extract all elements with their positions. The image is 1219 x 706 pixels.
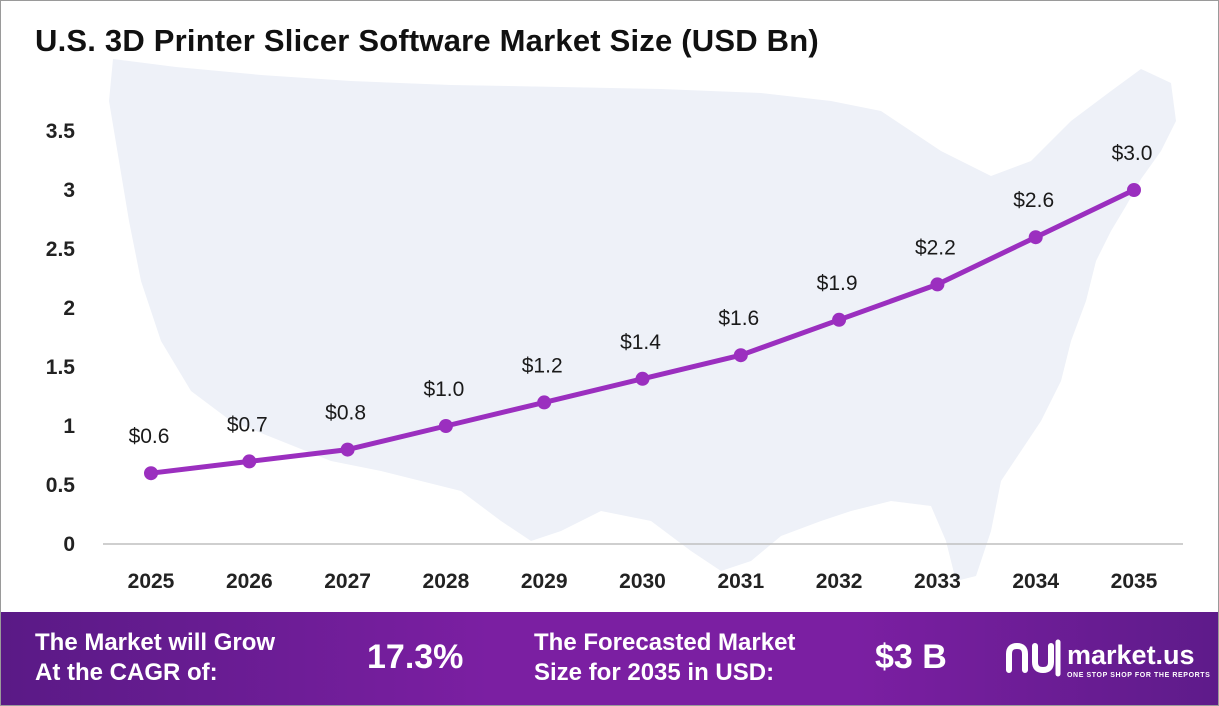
data-label: $3.0 <box>1112 142 1153 165</box>
data-label: $2.2 <box>915 236 956 259</box>
cagr-label-line-1: The Market will Grow <box>35 629 276 656</box>
data-point <box>930 277 945 292</box>
footer-banner: The Market will Grow At the CAGR of: 17.… <box>1 612 1218 705</box>
data-point <box>438 419 453 433</box>
data-label: $1.9 <box>817 272 858 295</box>
data-point <box>733 348 748 363</box>
data-point <box>537 395 552 410</box>
brand-tagline: ONE STOP SHOP FOR THE REPORTS <box>1067 672 1211 679</box>
data-point <box>1028 230 1043 245</box>
data-label: $2.6 <box>1013 189 1054 212</box>
y-tick-labels: 0 0.5 1 1.5 2 2.5 3 3.5 <box>46 120 76 556</box>
data-point <box>144 466 158 481</box>
x-tick-label: 2032 <box>816 570 863 593</box>
data-point <box>635 371 650 386</box>
forecast-label-line-2: Size for 2035 in USD: <box>534 659 775 686</box>
x-tick-label: 2026 <box>226 570 273 593</box>
x-tick-label: 2028 <box>423 570 470 593</box>
data-point <box>340 442 355 457</box>
x-tick-label: 2033 <box>914 570 961 593</box>
x-tick-label: 2027 <box>324 570 371 593</box>
us-map-silhouette <box>109 59 1176 581</box>
data-points <box>144 183 1141 481</box>
x-tick-label: 2034 <box>1012 570 1059 593</box>
forecast-label-line-1: The Forecasted Market <box>534 629 796 656</box>
data-labels: $0.6 $0.7 $0.8 $1.0 $1.2 $1.4 $1.6 $1.9 $2.2 $2.6… <box>129 142 1153 448</box>
x-tick-label: 2025 <box>128 570 175 593</box>
data-label: $1.2 <box>522 354 563 377</box>
forecast-value: $3 B <box>875 638 947 676</box>
x-tick-labels: 2025 2026 2027 2028 2029 2030 2031 2032 2033 2034… <box>128 570 1158 593</box>
y-tick-label: 3 <box>63 179 75 202</box>
y-tick-label: 2.5 <box>46 238 76 261</box>
x-tick-label: 2031 <box>717 570 764 593</box>
y-tick-label: 3.5 <box>46 120 76 143</box>
y-tick-label: 0 <box>63 533 75 556</box>
data-label: $1.6 <box>718 307 759 330</box>
y-tick-label: 0.5 <box>46 474 76 497</box>
x-tick-label: 2030 <box>619 570 666 593</box>
data-label: $0.7 <box>227 413 268 436</box>
chart-title: U.S. 3D Printer Slicer Software Market S… <box>35 23 819 58</box>
x-tick-label: 2035 <box>1111 570 1158 593</box>
data-point <box>242 454 257 469</box>
data-label: $1.0 <box>423 378 464 401</box>
y-tick-label: 1.5 <box>46 356 76 379</box>
data-point <box>832 312 847 327</box>
data-label: $0.8 <box>325 402 366 425</box>
cagr-value: 17.3% <box>367 638 464 676</box>
data-label: $0.6 <box>129 425 170 448</box>
x-tick-label: 2029 <box>521 570 568 593</box>
data-point <box>1127 183 1141 197</box>
brand-logo: market.us ONE STOP SHOP FOR THE REPORTS <box>1005 636 1215 684</box>
brand-logo-icon <box>1006 639 1061 677</box>
forecast-label: The Forecasted Market Size for 2035 in U… <box>534 628 795 688</box>
data-label: $1.4 <box>620 331 661 354</box>
cagr-label-line-2: At the CAGR of: <box>35 659 218 686</box>
y-tick-label: 2 <box>63 297 75 320</box>
cagr-label: The Market will Grow At the CAGR of: <box>35 628 275 688</box>
brand-name: market.us <box>1067 640 1195 670</box>
y-tick-label: 1 <box>63 415 75 438</box>
chart-svg: 0 0.5 1 1.5 2 2.5 3 3.5 2025 2026 2027 2028 2029 203… <box>46 59 1183 593</box>
